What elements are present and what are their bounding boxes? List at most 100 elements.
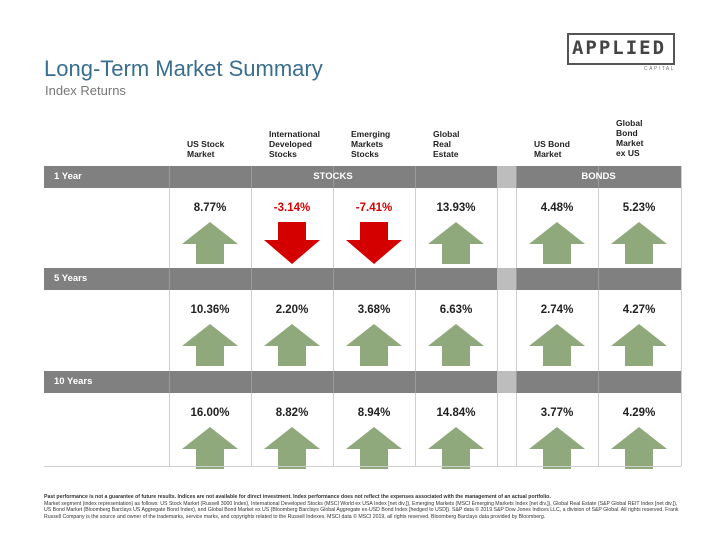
band-cell (415, 166, 497, 188)
band-cell (333, 166, 415, 188)
arrow-shape (529, 222, 585, 264)
column-header-us-stock-market: US Stock Market (187, 139, 224, 159)
band-cell (415, 371, 497, 393)
return-value: 16.00% (190, 407, 230, 419)
arrow-shape (428, 222, 484, 264)
footnote-disclaimer: Past performance is not a guarantee of f… (44, 494, 551, 500)
grid-line (681, 166, 682, 466)
up-arrow-icon (264, 427, 320, 469)
up-arrow-icon (346, 324, 402, 366)
band-cell (251, 371, 333, 393)
band-cell (251, 166, 333, 188)
period-band-1: 5 Years (44, 268, 681, 290)
logo-subtext: CAPITAL (644, 66, 675, 72)
column-header-us-bond-market: US Bond Market (534, 139, 570, 159)
page-title: Long-Term Market Summary (44, 56, 323, 81)
logo-name: APPLIED (571, 37, 667, 59)
column-header-line: Market (534, 149, 562, 159)
return-value: 2.74% (540, 304, 574, 316)
grid-line (516, 166, 517, 466)
period-band-0: 1 Year STOCKS BONDS (44, 166, 681, 188)
arrow-shape (346, 427, 402, 469)
column-header-line: Market (187, 149, 215, 159)
footnote-sources: Market segment (index representation) as… (44, 500, 679, 520)
period-label: 10 Years (54, 376, 93, 387)
arrow-shape (529, 324, 585, 366)
column-header-line: US Stock (187, 139, 225, 149)
return-value: 8.77% (193, 202, 227, 214)
grid-line (251, 166, 252, 466)
band-cell (333, 371, 415, 393)
up-arrow-icon (611, 324, 667, 366)
column-header-international-developed-stocks: International Developed Stocks (269, 129, 320, 159)
up-arrow-icon (264, 324, 320, 366)
column-header-global-bond-market-ex-us: Global Bond Market ex US (616, 118, 643, 158)
column-header-line: Market (616, 138, 644, 148)
band-cell (598, 268, 680, 290)
up-arrow-icon (529, 222, 585, 264)
return-value: 4.29% (622, 407, 656, 419)
period-band-2: 10 Years (44, 371, 681, 393)
return-value: -7.41% (355, 202, 393, 214)
grid-line (169, 166, 170, 466)
column-header-line: Real (433, 138, 451, 149)
band-cell (598, 371, 680, 393)
group-label-stocks: STOCKS (313, 171, 353, 182)
up-arrow-icon (182, 324, 238, 366)
column-header-global-real-estate: Global Real Estate (433, 129, 459, 159)
column-header-line: Estate (433, 148, 459, 159)
band-cell (516, 268, 598, 290)
column-header-line: International (269, 128, 321, 139)
up-arrow-icon (182, 427, 238, 469)
column-header-line: Stocks (351, 148, 379, 159)
band-separator (497, 268, 516, 290)
column-header-line: Bond (616, 128, 638, 138)
column-header-line: Stocks (269, 148, 297, 159)
band-cell (516, 166, 598, 188)
period-label: 5 Years (54, 273, 88, 284)
down-arrow-icon (264, 222, 320, 264)
return-value: 5.23% (622, 202, 656, 214)
arrow-shape (529, 427, 585, 469)
arrow-shape (611, 427, 667, 469)
grid-line (497, 166, 498, 466)
band-cell (169, 371, 251, 393)
up-arrow-icon (428, 427, 484, 469)
arrow-shape (264, 427, 320, 469)
arrow-shape (611, 222, 667, 264)
band-separator (497, 371, 516, 393)
column-header-line: Global (433, 128, 460, 139)
up-arrow-icon (182, 222, 238, 264)
return-value: 14.84% (436, 407, 476, 419)
arrow-shape (182, 222, 238, 264)
return-value: 3.68% (357, 304, 391, 316)
return-value: -3.14% (273, 202, 311, 214)
return-value: 6.63% (439, 304, 473, 316)
up-arrow-icon (611, 222, 667, 264)
band-cell (333, 268, 415, 290)
grid-line (415, 166, 416, 466)
return-value: 3.77% (540, 407, 574, 419)
band-cell (516, 371, 598, 393)
return-value: 4.27% (622, 304, 656, 316)
band-separator (497, 166, 516, 188)
column-header-line: US Bond (534, 139, 570, 149)
grid-line (598, 166, 599, 466)
up-arrow-icon (428, 222, 484, 264)
column-header-line: Global (616, 118, 643, 128)
arrow-shape (264, 222, 320, 264)
band-cell (169, 268, 251, 290)
up-arrow-icon (611, 427, 667, 469)
arrow-shape (428, 324, 484, 366)
column-header-emerging-markets-stocks: Emerging Markets Stocks (351, 129, 390, 159)
column-header-line: Emerging (351, 128, 391, 139)
band-cell (415, 268, 497, 290)
group-label-bonds: BONDS (581, 171, 616, 182)
arrow-shape (346, 324, 402, 366)
footnote: Past performance is not a guarantee of f… (44, 494, 684, 520)
applied-capital-logo: APPLIED CAPITAL (567, 33, 675, 73)
return-value: 2.20% (275, 304, 309, 316)
band-cell (251, 268, 333, 290)
table-bottom-rule (44, 466, 681, 467)
up-arrow-icon (346, 427, 402, 469)
